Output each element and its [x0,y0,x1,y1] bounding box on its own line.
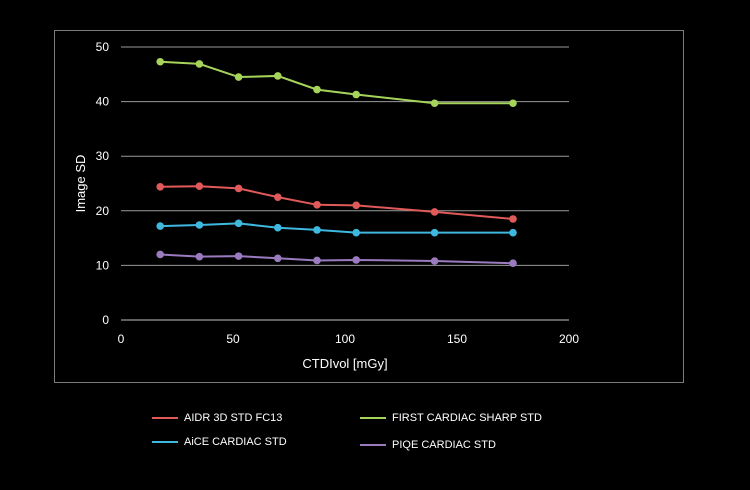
data-point-aice-cardiac-std [234,219,243,228]
y-tick-label: 40 [96,95,110,109]
series-line-piqe-cardiac-std [160,253,514,265]
x-tick-label: 50 [226,332,240,346]
data-point-first-cardiac-sharp-std [313,85,321,94]
data-point-first-cardiac-sharp-std [274,72,282,80]
data-point-aice-cardiac-std [352,228,361,237]
series-line-first-cardiac-sharp-std [160,60,513,105]
legend-label-aidr: AIDR 3D STD FC13 [184,412,283,424]
x-tick-label: 100 [335,332,355,346]
data-point-aidr-3d-std-fc13 [274,193,282,201]
y-tick-label: 0 [102,313,109,327]
data-point-aice-cardiac-std [430,228,439,237]
legend-label-first: FIRST CARDIAC SHARP STD [392,412,542,424]
data-point-piqe-cardiac-std [430,257,439,265]
legend-item-aice: AiCE CARDIAC STD [152,434,287,450]
x-tick-label: 200 [559,332,579,346]
data-point-piqe-cardiac-std [274,254,282,263]
data-point-aidr-3d-std-fc13 [195,182,204,191]
legend-item-aidr: AIDR 3D STD FC13 [152,410,282,426]
data-point-aidr-3d-std-fc13 [234,184,243,193]
data-point-aice-cardiac-std [156,222,164,230]
y-tick-label: 50 [96,40,110,54]
data-point-first-cardiac-sharp-std [352,90,361,99]
data-point-piqe-cardiac-std [195,252,204,261]
line-chart: 0 10 20 30 40 50 0 50 100 150 200 CTDIvol [mGy] Imag… [73,40,579,371]
data-point-aidr-3d-std-fc13 [509,215,517,223]
x-tick-label: 150 [447,332,467,346]
data-point-aice-cardiac-std [274,223,282,232]
data-point-first-cardiac-sharp-std [509,99,517,108]
data-point-piqe-cardiac-std [313,256,321,265]
series-line-aidr-3d-std-fc13 [160,185,514,220]
y-tick-label: 20 [96,204,110,218]
data-point-aidr-3d-std-fc13 [430,208,439,216]
data-point-piqe-cardiac-std [234,252,243,260]
chart-area: 0 10 20 30 40 50 0 50 100 150 200 CTDIvol [mGy] Imag… [54,30,684,383]
data-point-first-cardiac-sharp-std [156,57,164,66]
data-point-first-cardiac-sharp-std [234,73,243,81]
x-tick-label: 0 [118,332,125,346]
y-tick-label: 10 [96,258,110,272]
data-point-aidr-3d-std-fc13 [313,200,321,209]
data-point-aidr-3d-std-fc13 [352,201,361,210]
legend-item-piqe: PIQE CARDIAC STD [360,437,496,453]
legend-label-piqe: PIQE CARDIAC STD [392,439,496,451]
y-tick-label: 30 [96,149,110,163]
data-point-first-cardiac-sharp-std [430,99,439,108]
data-point-first-cardiac-sharp-std [195,60,204,68]
legend-item-first: FIRST CARDIAC SHARP STD [360,410,542,426]
data-point-aice-cardiac-std [195,221,204,229]
data-point-piqe-cardiac-std [509,259,517,268]
x-axis-label: CTDIvol [mGy] [302,356,387,371]
data-point-aidr-3d-std-fc13 [156,182,164,191]
data-point-piqe-cardiac-std [352,256,361,264]
data-point-piqe-cardiac-std [156,250,164,259]
legend-label-aice: AiCE CARDIAC STD [184,436,287,448]
legend-swatch-first [360,417,386,419]
data-point-aice-cardiac-std [509,228,517,237]
series-line-aice-cardiac-std [160,222,513,234]
data-point-aice-cardiac-std [313,226,321,234]
legend-swatch-piqe [360,444,386,446]
legend-swatch-aice [152,441,178,443]
y-axis-label: Image SD [73,155,88,213]
legend-swatch-aidr [152,417,178,419]
